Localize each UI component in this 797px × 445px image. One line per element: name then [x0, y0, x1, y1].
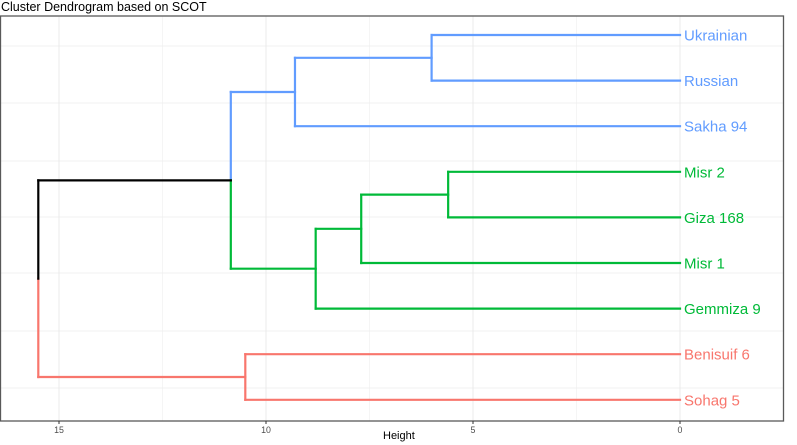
leaf-labels: Ukrainian Russian Sakha 94 Misr 2 Giza 168 Mi…: [684, 28, 761, 410]
x-axis: 15 10 5 0: [0, 15, 785, 435]
x-axis-label: Height: [383, 430, 415, 442]
leaf-label: Sohag 5: [684, 392, 740, 409]
x-tick-label: 10: [261, 425, 271, 435]
leaf-label: Benisuif 6: [684, 347, 750, 364]
leaf-label: Misr 1: [684, 256, 725, 273]
leaf-label: Sakha 94: [684, 119, 747, 136]
leaf-label: Gemmiza 9: [684, 301, 761, 318]
leaf-label: Giza 168: [684, 210, 744, 227]
dendrogram-branches: [37, 33, 682, 401]
leaf-label: Misr 2: [684, 164, 725, 181]
x-tick-label: 15: [54, 425, 64, 435]
x-tick-label: 5: [471, 425, 476, 435]
leaf-label: Russian: [684, 73, 738, 90]
leaf-label: Ukrainian: [684, 28, 747, 45]
x-tick-label: 0: [678, 425, 683, 435]
chart-title: Cluster Dendrogram based on SCOT: [1, 0, 207, 14]
